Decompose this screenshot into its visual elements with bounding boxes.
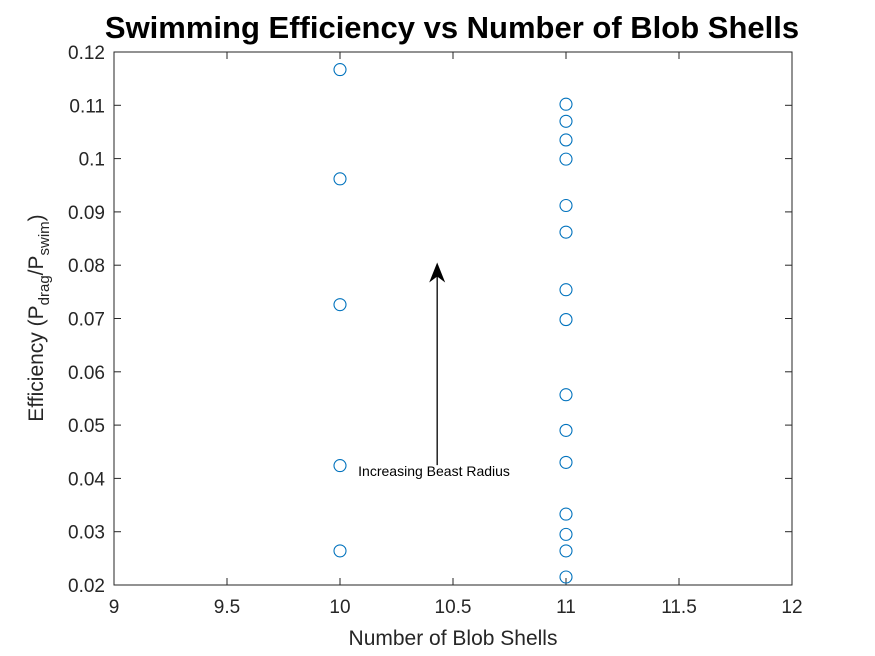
data-series — [333, 63, 573, 584]
y-tick-label: 0.11 — [69, 96, 105, 117]
y-tick-label: 0.06 — [68, 363, 105, 384]
x-tick-label: 11.5 — [661, 597, 697, 618]
x-tick-label: 9 — [109, 597, 120, 618]
data-point — [333, 298, 347, 312]
data-point — [559, 97, 573, 111]
y-axis: 0.02 0.03 0.04 0.05 0.06 0.07 0.08 0.09 0.1 0.11 0… — [68, 43, 792, 597]
data-point — [333, 63, 347, 77]
y-tick-label: 0.03 — [68, 523, 105, 544]
x-tick-label: 11 — [556, 597, 576, 618]
y-axis-label-sub1: drag — [36, 275, 53, 305]
y-axis-label: Efficiency (Pdrag/Pswim) — [25, 214, 53, 421]
data-point — [559, 283, 573, 297]
y-tick-label: 0.05 — [68, 416, 105, 437]
x-axis: 9 9.5 10 10.5 11 11.5 12 — [109, 52, 803, 618]
data-point — [559, 225, 573, 239]
axes-box — [113, 51, 793, 586]
data-point — [559, 455, 573, 469]
annotation-label: Increasing Beast Radius — [358, 463, 510, 479]
y-axis-label-prefix: Efficiency (P — [25, 305, 48, 421]
y-tick-label: 0.09 — [68, 203, 105, 224]
y-tick-label: 0.12 — [68, 43, 105, 64]
plot-area — [113, 51, 793, 586]
data-point — [559, 152, 573, 166]
y-tick-label: 0.04 — [68, 469, 105, 490]
chart-title: Swimming Efficiency vs Number of Blob Sh… — [105, 10, 799, 45]
data-point — [559, 388, 573, 402]
data-point — [559, 198, 573, 213]
data-point — [559, 114, 573, 128]
data-point — [559, 507, 573, 521]
annotation-arrowhead — [429, 262, 446, 283]
x-axis-label: Number of Blob Shells — [349, 627, 558, 650]
data-point — [559, 133, 573, 147]
y-axis-label-suffix: ) — [25, 214, 48, 221]
data-point — [559, 570, 573, 584]
data-point — [333, 544, 347, 558]
data-point — [559, 423, 573, 437]
y-tick-label: 0.1 — [79, 150, 105, 171]
x-tick-label: 12 — [781, 597, 802, 618]
y-tick-label: 0.08 — [68, 256, 105, 277]
x-tick-label: 10.5 — [435, 597, 472, 618]
data-point — [559, 527, 573, 541]
x-tick-label: 9.5 — [214, 597, 240, 618]
y-axis-label-sub2: swim — [36, 221, 53, 255]
data-point — [559, 313, 573, 327]
y-tick-label: 0.07 — [68, 310, 105, 331]
data-point — [559, 544, 573, 558]
data-point — [333, 459, 347, 473]
x-tick-label: 10 — [329, 597, 350, 618]
data-point — [333, 172, 347, 186]
y-axis-label-mid: /P — [25, 255, 48, 275]
y-tick-label: 0.02 — [68, 576, 105, 597]
annotation: Increasing Beast Radius — [358, 262, 510, 479]
